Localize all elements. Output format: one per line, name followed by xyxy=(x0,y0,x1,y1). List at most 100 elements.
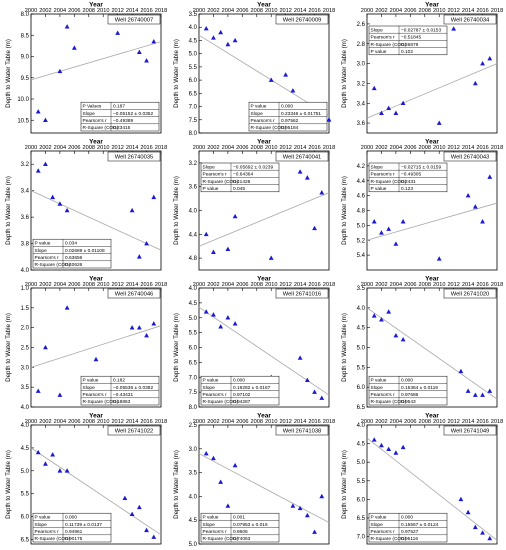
stats-label: Slope xyxy=(203,164,216,170)
stats-label: Slope xyxy=(83,385,96,391)
scatter-plot: 2000 2002 2004 2006 2008 2010 2012 2014 2016 2018… xyxy=(173,413,335,549)
stats-value: 0.182 xyxy=(113,378,125,384)
data-point xyxy=(312,389,317,394)
y-tick-label: 5.4 xyxy=(357,253,366,259)
data-point xyxy=(400,100,406,106)
x-tick-label: 2000 xyxy=(25,282,37,288)
y-tick-label: 4.0 xyxy=(21,423,30,429)
data-point xyxy=(465,509,471,515)
y-axis-label: Depth to Water Table (m) xyxy=(5,313,12,382)
data-point xyxy=(487,56,493,61)
data-point xyxy=(487,535,493,541)
stats-value: 0.000 xyxy=(233,378,245,384)
stats-value: −0.05692 ± 0.0239 xyxy=(233,164,273,170)
stats-label: P value xyxy=(35,241,51,247)
data-point xyxy=(472,392,478,397)
well-title: Well 26740041 xyxy=(283,155,322,161)
x-tick-label: 2018 xyxy=(155,282,167,288)
well-title: Well 26741016 xyxy=(283,292,322,298)
stats-value: −0.02787 ± 0.0153 xyxy=(401,27,441,33)
x-tick-label: 2018 xyxy=(491,282,503,288)
x-tick-label: 2016 xyxy=(308,8,320,14)
x-axis-label: Year xyxy=(257,413,271,420)
stats-value: 0.8606 xyxy=(233,529,248,535)
data-point xyxy=(451,26,457,31)
stats-label: R-Square (COD) xyxy=(203,399,239,405)
well-title: Well 26740034 xyxy=(451,18,490,24)
y-tick-label: 2.0 xyxy=(21,326,30,332)
x-tick-label: 2004 xyxy=(222,8,234,14)
x-tick-label: 2012 xyxy=(447,282,459,288)
y-tick-label: 4.0 xyxy=(189,209,198,215)
data-point xyxy=(304,512,310,518)
data-point xyxy=(386,226,392,231)
x-tick-label: 2016 xyxy=(140,145,152,151)
y-axis-label: Depth to Water Table (m) xyxy=(341,450,348,519)
data-point xyxy=(35,109,41,114)
data-point xyxy=(487,174,493,179)
data-point xyxy=(43,161,48,167)
trend-line xyxy=(198,192,330,247)
x-tick-label: 2012 xyxy=(279,419,291,425)
y-tick-label: 3.5 xyxy=(189,12,198,18)
data-point xyxy=(93,356,99,362)
data-point xyxy=(371,219,377,224)
x-tick-label: 2008 xyxy=(83,145,95,151)
x-tick-label: 2004 xyxy=(390,145,402,151)
well-title: Well 26740046 xyxy=(115,292,154,298)
stats-value: 0.000 xyxy=(281,104,293,110)
stats-label: Slope xyxy=(35,248,48,254)
x-tick-label: 2018 xyxy=(155,8,167,14)
data-point xyxy=(371,85,377,91)
x-tick-label: 2006 xyxy=(236,8,248,14)
plot-frame xyxy=(30,150,162,271)
x-tick-label: 2016 xyxy=(476,145,488,151)
scatter-plot: 2000 2002 2004 2006 2008 2010 2012 2014 2016 2018… xyxy=(341,413,503,545)
stats-label: P Values xyxy=(83,104,102,110)
stats-value: 0.102 xyxy=(401,49,413,55)
well-title-box xyxy=(107,14,161,25)
stats-label: R-Square (COD) xyxy=(371,399,407,405)
y-tick-label: 10.0 xyxy=(17,97,29,103)
plot-frame xyxy=(366,13,498,134)
data-point xyxy=(436,256,442,261)
data-point xyxy=(297,505,303,511)
x-axis-label: Year xyxy=(425,2,439,9)
data-point xyxy=(393,110,399,115)
stats-value: −0.64364 xyxy=(233,172,253,178)
x-tick-label: 2000 xyxy=(193,282,205,288)
y-tick-label: 6.5 xyxy=(357,516,366,522)
y-tick-label: 5.5 xyxy=(357,479,366,485)
data-point xyxy=(436,120,442,125)
data-point xyxy=(393,241,399,246)
data-point xyxy=(472,524,478,530)
y-tick-label: 4.4 xyxy=(189,232,198,238)
data-point xyxy=(379,317,384,322)
x-tick-label: 2000 xyxy=(361,419,373,425)
data-point xyxy=(136,49,142,55)
y-tick-label: 4.5 xyxy=(357,326,366,332)
y-tick-label: 3.4 xyxy=(357,101,366,107)
x-tick-label: 2018 xyxy=(491,419,503,425)
data-point xyxy=(458,496,464,502)
stats-value: 0.97686 xyxy=(401,392,419,398)
x-tick-label: 2002 xyxy=(207,145,219,151)
data-point xyxy=(57,68,63,74)
x-tick-label: 2012 xyxy=(447,145,459,151)
trend-line xyxy=(30,41,162,81)
stats-value: −0.49305 xyxy=(401,172,421,178)
y-tick-label: 4.0 xyxy=(21,268,30,274)
data-point xyxy=(371,437,377,442)
y-tick-label: 5.0 xyxy=(21,469,30,475)
x-tick-label: 2008 xyxy=(251,145,263,151)
y-axis-label: Depth to Water Table (m) xyxy=(173,450,180,519)
y-tick-label: 4.0 xyxy=(189,25,198,31)
stats-value: 0.95184 xyxy=(281,125,299,131)
x-tick-label: 2002 xyxy=(207,282,219,288)
data-point xyxy=(472,80,478,86)
stats-label: Pearson's r xyxy=(251,118,276,124)
data-point xyxy=(326,117,332,122)
x-tick-label: 2002 xyxy=(375,8,387,14)
data-point xyxy=(203,231,209,237)
data-point xyxy=(232,321,238,326)
